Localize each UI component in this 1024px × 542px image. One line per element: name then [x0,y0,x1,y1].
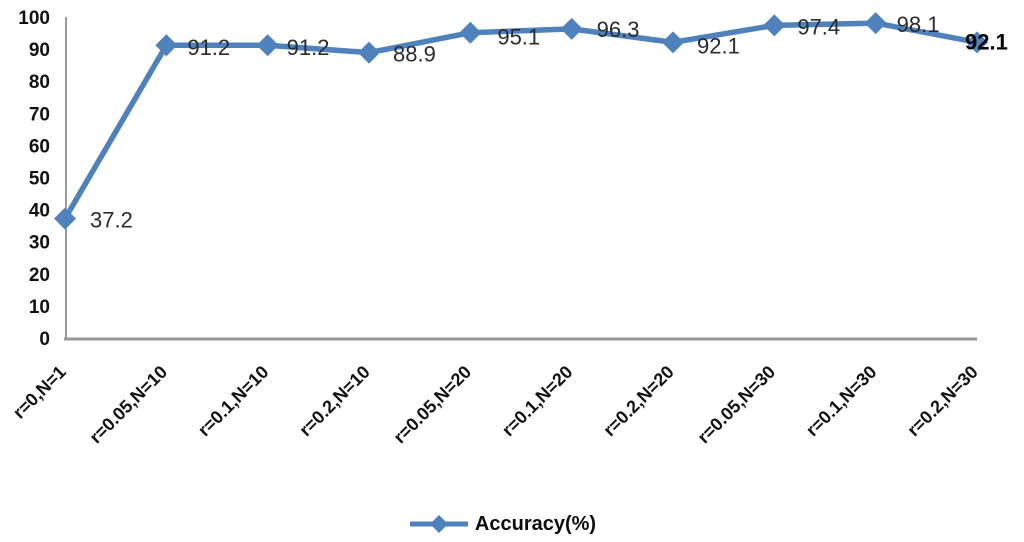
y-tick-label: 40 [29,201,50,222]
x-tick-label: r=0.1,N=10 [194,362,273,441]
data-point-marker [763,14,786,37]
legend-label: Accuracy(%) [474,512,597,535]
x-tick-label: r=0.05,N=30 [694,362,780,448]
data-point-label: 92.1 [697,33,740,58]
x-tick-label: r=0.05,N=10 [86,362,172,448]
x-tick-label: r=0.2,N=20 [599,362,678,441]
data-point-label: 95.1 [497,25,540,50]
chart-canvas: 0 10 20 30 40 50 60 70 80 90 100 r=0,N=1 r=0.05,N=10… [9,8,1008,448]
y-tick-label: 30 [29,233,50,254]
data-point-marker [966,31,988,54]
x-tick-label: r=0.05,N=20 [390,362,476,448]
y-tick-label: 60 [29,136,50,157]
y-tick-label: 0 [39,329,50,350]
x-tick-label: r=0.2,N=10 [295,362,374,441]
data-point-label: 92.1 [965,29,1008,54]
data-point-marker [358,41,380,64]
data-point-label: 97.4 [797,14,840,39]
legend-diamond-icon [429,515,448,533]
y-tick-label: 10 [29,297,50,318]
data-point-marker [560,17,583,40]
y-tick-label: 20 [29,265,50,286]
y-tick-label: 80 [29,72,50,93]
x-tick-label: r=0,N=1 [9,362,70,423]
data-point-label: 88.9 [393,42,436,67]
data-point-marker [54,207,76,230]
y-tick-label: 90 [29,40,50,61]
data-point-label: 91.2 [287,35,330,60]
y-tick-label: 100 [18,8,50,29]
data-point-marker [256,34,279,57]
x-tick-label: r=0.1,N=20 [498,362,577,441]
data-point-label: 96.3 [597,17,640,42]
data-point-label: 37.2 [90,208,133,233]
x-tick-label: r=0.1,N=30 [802,362,881,441]
x-tick-label: r=0.2,N=30 [903,362,982,441]
data-point-label: 91.2 [187,35,230,60]
data-point-marker [662,31,684,54]
data-point-marker [864,12,887,35]
data-point-marker [155,34,178,57]
y-tick-label: 70 [29,104,50,125]
data-point-marker [459,21,482,44]
data-point-label: 98.1 [897,12,940,37]
y-tick-label: 50 [29,169,50,190]
legend-line-marker-icon [409,515,468,533]
chart-legend: Accuracy(%) [0,512,1014,536]
accuracy-series-line [62,20,980,222]
